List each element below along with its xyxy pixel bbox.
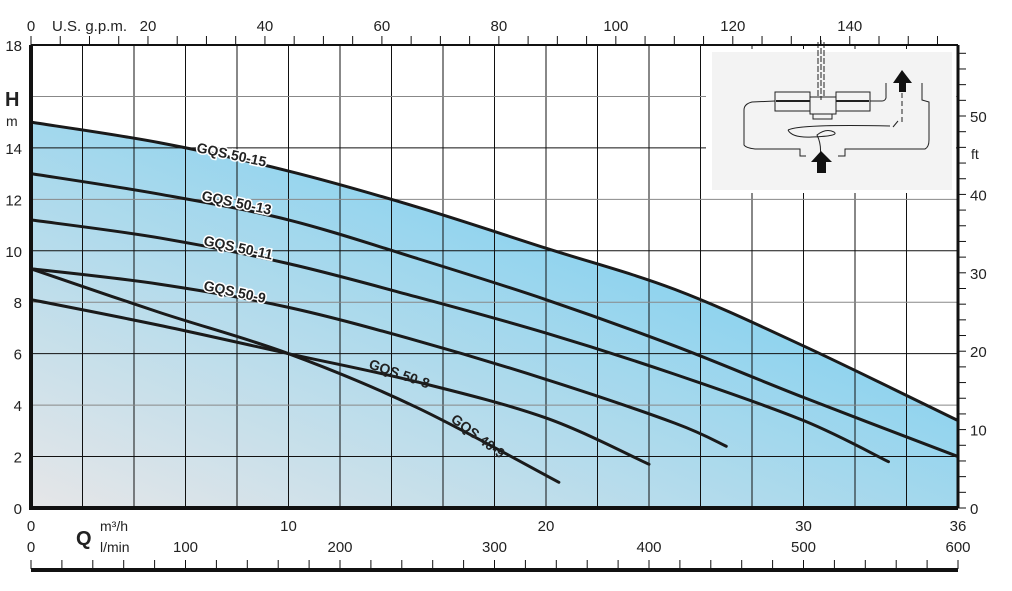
y-tick-label: 10 [5, 244, 22, 261]
right-tick-label: 0 [970, 501, 978, 518]
y-tick-label: 2 [14, 450, 22, 467]
y-tick-label: 6 [14, 347, 22, 364]
pump-housing-icon [743, 40, 930, 159]
outlet-arrow-icon [893, 70, 912, 92]
x-tick-label: 30 [795, 518, 812, 535]
lmin-tick-label: 200 [327, 539, 352, 556]
series-line-gqs-40-9 [29, 267, 561, 484]
y-axis-unit: m [6, 113, 18, 129]
y-tick-label: 4 [14, 398, 22, 415]
series-line-gqs-50-15 [29, 120, 960, 423]
inlet-arrow-icon [811, 151, 832, 173]
series-line-gqs-50-11 [29, 218, 890, 464]
y-tick-label: 8 [14, 295, 22, 312]
y-tick-label: 12 [5, 192, 22, 209]
top-tick-label: 40 [257, 18, 274, 35]
top-tick-label: 120 [720, 18, 745, 35]
y-tick-label: 18 [5, 38, 22, 55]
right-tick-label: 20 [970, 344, 987, 361]
x-axis-unit-lmin: l/min [100, 539, 130, 555]
lmin-tick-label: 300 [482, 539, 507, 556]
top-tick-label: 140 [837, 18, 862, 35]
top-tick-label: 20 [140, 18, 157, 35]
x-tick-label: 20 [538, 518, 555, 535]
x-tick-label: 10 [280, 518, 297, 535]
pump-schematic-inset [706, 40, 956, 193]
lmin-tick-label: 100 [173, 539, 198, 556]
x-axis-unit-m3h: m³/h [100, 518, 128, 534]
x-axis-label: Q [76, 528, 92, 550]
top-tick-label: 0 [27, 18, 35, 35]
top-axis-unit: U.S. g.p.m. [52, 18, 127, 35]
lmin-tick-label: 0 [27, 539, 35, 556]
lmin-tick-label: 500 [791, 539, 816, 556]
right-tick-label: 50 [970, 109, 987, 126]
lmin-tick-label: 600 [945, 539, 970, 556]
series-line-gqs-50-9 [29, 267, 728, 448]
x-tick-label: 36 [950, 518, 967, 535]
right-tick-label: 30 [970, 266, 987, 283]
series-line-gqs-50-13 [29, 172, 960, 459]
y-tick-label: 14 [5, 141, 22, 158]
x-tick-label: 0 [27, 518, 35, 535]
lmin-tick-label: 400 [636, 539, 661, 556]
y-tick-label: 0 [14, 501, 22, 518]
top-tick-label: 100 [603, 18, 628, 35]
right-tick-label: 10 [970, 423, 987, 440]
y-axis-label: H [5, 89, 19, 111]
top-tick-label: 60 [374, 18, 391, 35]
right-axis-unit: ft [971, 146, 979, 162]
right-tick-label: 40 [970, 187, 987, 204]
top-tick-label: 80 [491, 18, 508, 35]
series-line-gqs-50-8 [29, 298, 651, 466]
